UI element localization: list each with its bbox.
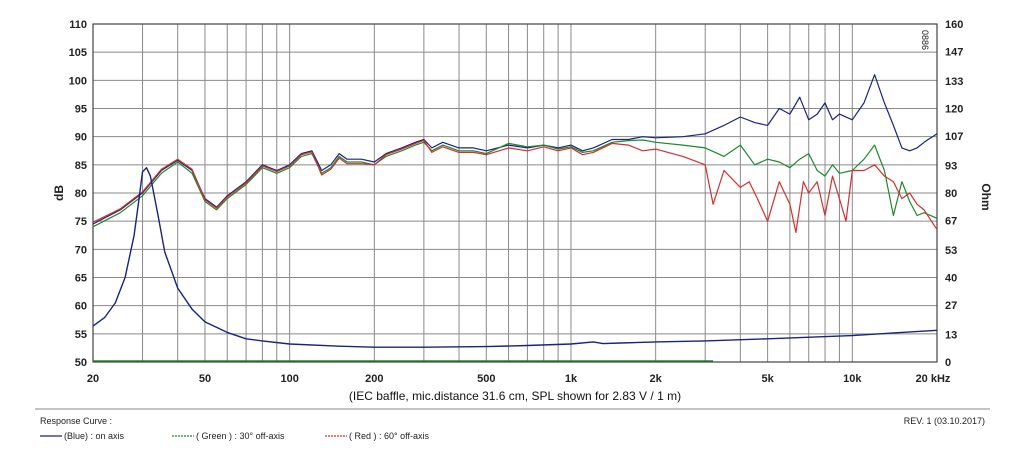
footer-revision: REV. 1 (03.10.2017) xyxy=(904,416,985,426)
y2-tick-label: 80 xyxy=(945,188,957,200)
legend-label-2: ( Red ) : 60° off-axis xyxy=(349,431,429,441)
y2-tick-label: 0 xyxy=(945,357,951,369)
y-tick-label: 105 xyxy=(69,47,87,59)
series-line-3 xyxy=(92,167,938,348)
chart-code-watermark: 0886 xyxy=(920,30,930,50)
y2-tick-label: 160 xyxy=(945,19,963,31)
y2-tick-label: 120 xyxy=(945,104,963,116)
y2-tick-label: 40 xyxy=(945,273,957,285)
y-tick-label: 95 xyxy=(75,104,87,116)
y2-tick-label: 133 xyxy=(945,76,963,88)
y2-axis-title: Ohm xyxy=(979,183,993,210)
x-tick-label: 200 xyxy=(365,373,383,385)
footer-heading: Response Curve : xyxy=(40,416,112,426)
y-tick-label: 100 xyxy=(69,75,87,87)
y2-tick-label: 53 xyxy=(945,245,957,257)
x-tick-label: 20 xyxy=(87,373,99,385)
x-tick-label: 500 xyxy=(477,373,495,385)
y2-tick-label: 67 xyxy=(945,215,957,227)
y-tick-label: 60 xyxy=(75,301,87,313)
x-tick-label: 2k xyxy=(650,373,663,385)
y-tick-label: 65 xyxy=(75,273,87,285)
y-tick-label: 50 xyxy=(75,357,87,369)
series-line-1 xyxy=(92,139,938,228)
legend-label-1: ( Green ) : 30° off-axis xyxy=(196,431,285,441)
y-tick-label: 75 xyxy=(75,216,87,228)
x-tick-label: 10k xyxy=(843,373,862,385)
x-tick-label: 100 xyxy=(280,373,298,385)
chart-caption: (IEC baffle, mic.distance 31.6 cm, SPL s… xyxy=(349,389,681,403)
series-line-2 xyxy=(92,140,938,233)
y-tick-label: 55 xyxy=(75,329,87,341)
y2-tick-label: 147 xyxy=(945,46,963,58)
y-tick-label: 90 xyxy=(75,132,87,144)
y2-tick-label: 107 xyxy=(945,131,963,143)
y-tick-label: 110 xyxy=(69,19,87,31)
plot-frame xyxy=(92,23,938,363)
y-tick-label: 70 xyxy=(75,244,87,256)
legend-label-0: (Blue) : on axis xyxy=(64,431,125,441)
y-tick-label: 80 xyxy=(75,188,87,200)
y-axis-title: dB xyxy=(52,185,66,201)
y2-tick-label: 27 xyxy=(945,300,957,312)
x-tick-label: 5k xyxy=(761,373,774,385)
y2-tick-label: 13 xyxy=(945,330,957,342)
x-tick-label: 50 xyxy=(199,373,211,385)
y-tick-label: 85 xyxy=(75,160,87,172)
x-tick-label: 20 kHz xyxy=(916,373,951,385)
x-tick-label: 1k xyxy=(565,373,578,385)
y2-tick-label: 93 xyxy=(945,161,957,173)
